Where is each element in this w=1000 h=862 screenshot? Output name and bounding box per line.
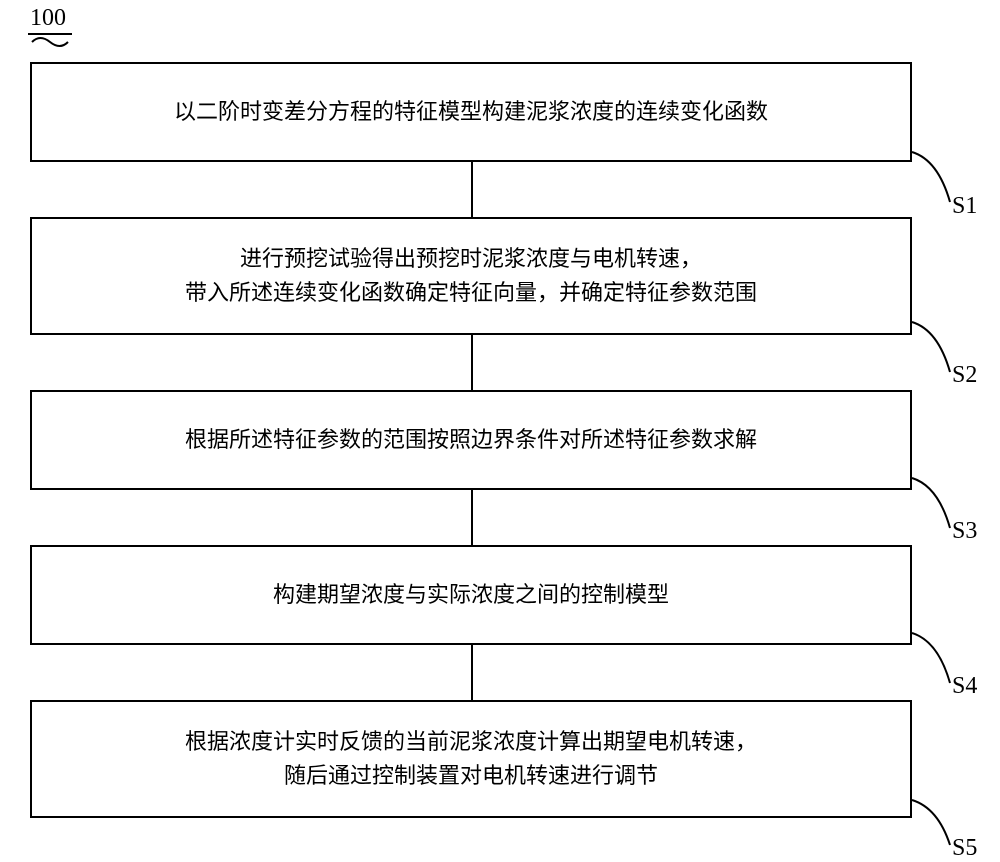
step-text: 进行预挖试验得出预挖时泥浆浓度与电机转速， 带入所述连续变化函数确定特征向量，并… [185,242,757,310]
connector-3-4 [471,490,473,545]
connector-4-5 [471,645,473,700]
connector-1-2 [471,162,473,217]
step-box-s5: 根据浓度计实时反馈的当前泥浆浓度计算出期望电机转速， 随后通过控制装置对电机转速… [30,700,912,818]
step-box-s2: 进行预挖试验得出预挖时泥浆浓度与电机转速， 带入所述连续变化函数确定特征向量，并… [30,217,912,335]
step-text: 以二阶时变差分方程的特征模型构建泥浆浓度的连续变化函数 [174,95,768,129]
step-tag-s2: S2 [952,362,977,389]
step-box-s3: 根据所述特征参数的范围按照边界条件对所述特征参数求解 [30,390,912,490]
step-tag-s5: S5 [952,835,977,862]
reference-squiggle [30,35,70,49]
step-tag-s3: S3 [952,518,977,545]
step-text: 根据浓度计实时反馈的当前泥浆浓度计算出期望电机转速， 随后通过控制装置对电机转速… [185,725,757,793]
step-text: 根据所述特征参数的范围按照边界条件对所述特征参数求解 [185,423,757,457]
step-tag-s4: S4 [952,673,977,700]
reference-label: 100 [30,6,66,30]
step-text: 构建期望浓度与实际浓度之间的控制模型 [273,578,669,612]
flowchart-canvas: 100 以二阶时变差分方程的特征模型构建泥浆浓度的连续变化函数 进行预挖试验得出… [0,0,1000,857]
step-tag-s1: S1 [952,193,977,220]
connector-2-3 [471,335,473,390]
step-box-s1: 以二阶时变差分方程的特征模型构建泥浆浓度的连续变化函数 [30,62,912,162]
step-box-s4: 构建期望浓度与实际浓度之间的控制模型 [30,545,912,645]
